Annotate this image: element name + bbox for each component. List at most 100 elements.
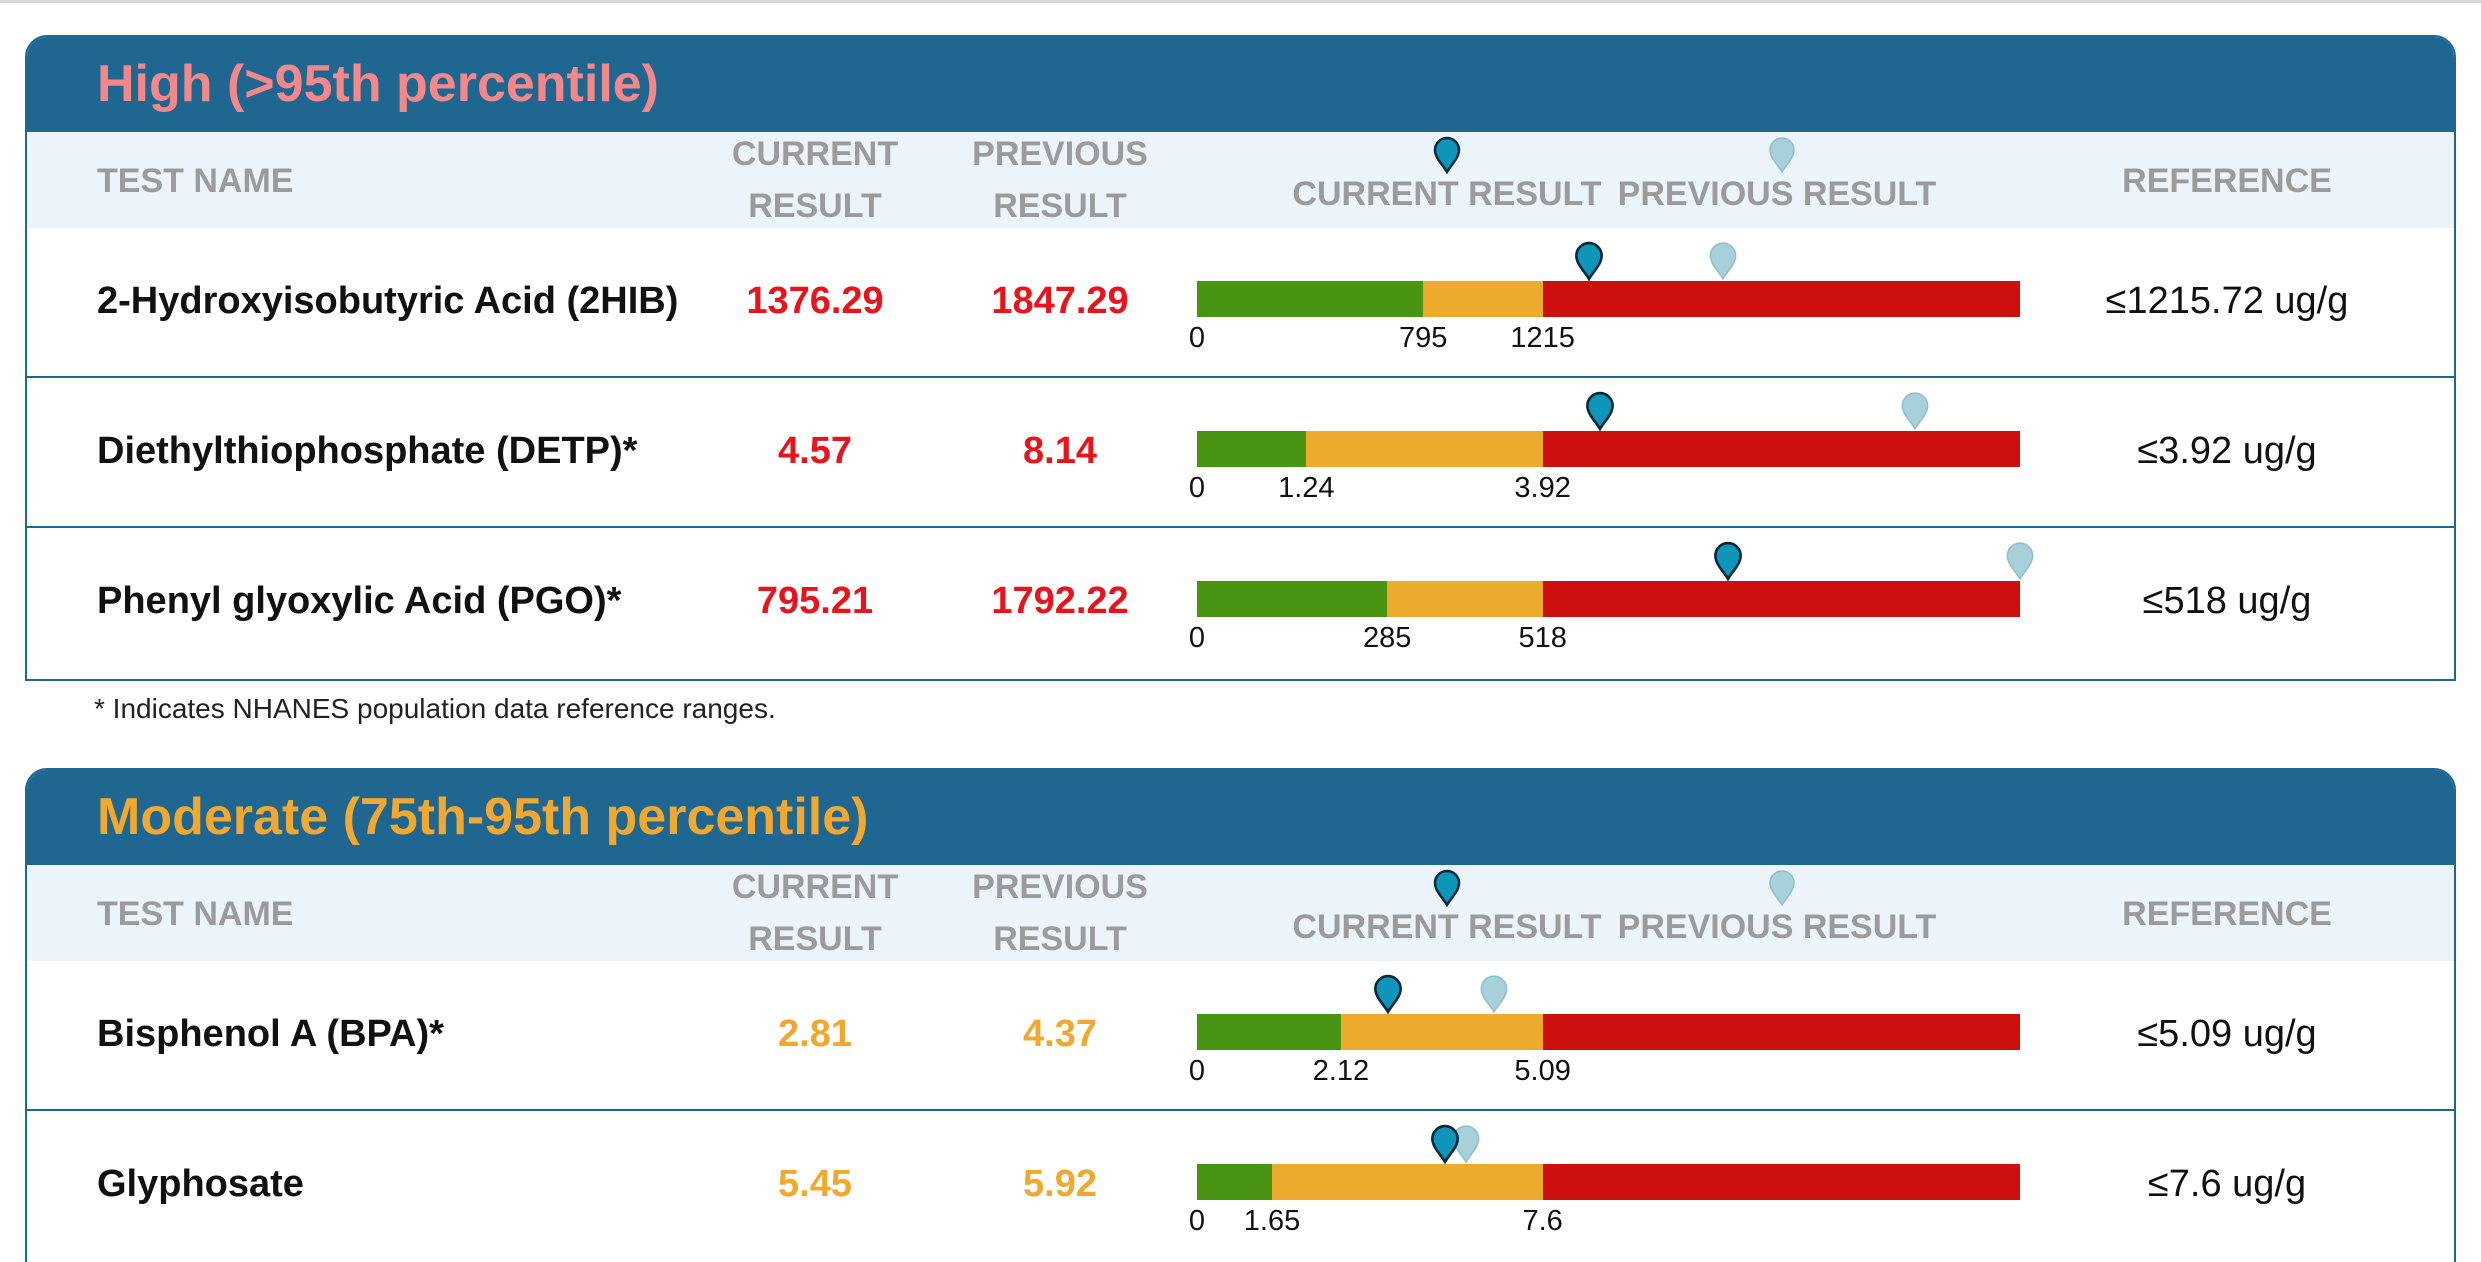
range-bar-high-zone bbox=[1542, 281, 2020, 317]
current-result-value: 4.57 bbox=[778, 430, 852, 472]
previous-result-marker-icon bbox=[1709, 242, 1736, 281]
test-name: Diethylthiophosphate (DETP)* bbox=[97, 430, 638, 472]
previous-result-marker-icon bbox=[1769, 870, 1795, 907]
range-tick-label: 1.65 bbox=[1243, 1205, 1301, 1237]
header-reference: REFERENCE bbox=[2122, 895, 2332, 933]
high-section-panel: High (>95th percentile) TEST NAME CURREN… bbox=[25, 35, 2456, 681]
previous-result-value: 5.92 bbox=[1023, 1163, 1097, 1205]
range-tick-label: 0 bbox=[1188, 472, 1206, 504]
moderate-section-panel: Moderate (75th-95th percentile) TEST NAM… bbox=[25, 768, 2456, 1262]
previous-result-marker-icon bbox=[1480, 975, 1508, 1014]
result-range-bar bbox=[1197, 1164, 2020, 1200]
range-bar-high-zone bbox=[1542, 431, 2020, 467]
column-header-row: TEST NAME CURRENT RESULT PREVIOUS RESULT… bbox=[27, 865, 2454, 961]
range-bar-moderate-zone bbox=[1272, 1164, 1543, 1200]
range-tick-label: 2.12 bbox=[1312, 1055, 1370, 1087]
high-rows: 2-Hydroxyisobutyric Acid (2HIB) 1376.29 18… bbox=[27, 228, 2454, 678]
range-bar-high-zone bbox=[1542, 1164, 2020, 1200]
range-tick-label: 5.09 bbox=[1514, 1055, 1571, 1087]
test-name: Bisphenol A (BPA)* bbox=[97, 1013, 444, 1055]
previous-result-marker-icon bbox=[1901, 392, 1929, 431]
range-bar-normal-zone bbox=[1197, 431, 1307, 467]
previous-result-value: 1792.22 bbox=[991, 580, 1129, 622]
range-bar-normal-zone bbox=[1197, 581, 1388, 617]
header-test-name: TEST NAME bbox=[97, 162, 294, 200]
range-tick-label: 518 bbox=[1518, 622, 1567, 654]
range-bar-high-zone bbox=[1542, 1014, 2020, 1050]
current-result-marker-icon bbox=[1433, 136, 1461, 174]
header-test-name: TEST NAME bbox=[97, 895, 294, 933]
range-tick-label: 0 bbox=[1188, 1205, 1206, 1237]
column-header-row: TEST NAME CURRENT RESULT PREVIOUS RESULT… bbox=[27, 132, 2454, 228]
current-result-marker-icon bbox=[1430, 1124, 1459, 1164]
top-divider bbox=[0, 0, 2481, 3]
current-result-marker-icon bbox=[1713, 541, 1742, 581]
range-bar-normal-zone bbox=[1197, 1014, 1341, 1050]
range-tick-label: 0 bbox=[1188, 622, 1206, 654]
current-result-marker-icon bbox=[1586, 391, 1614, 431]
reference-value: ≤518 ug/g bbox=[2142, 580, 2312, 622]
header-previous-line1: PREVIOUS bbox=[972, 135, 1148, 173]
legend-current-result: CURRENT RESULT bbox=[1292, 175, 1602, 213]
header-current-result: CURRENT RESULT bbox=[695, 128, 935, 232]
result-range-bar bbox=[1197, 281, 2020, 317]
header-current-line2: RESULT bbox=[748, 187, 882, 225]
legend-current-result: CURRENT RESULT bbox=[1292, 908, 1602, 946]
header-previous-line1: PREVIOUS bbox=[972, 868, 1148, 906]
result-range-bar bbox=[1197, 581, 2020, 617]
header-current-line1: CURRENT bbox=[731, 868, 899, 906]
previous-result-value: 8.14 bbox=[1023, 430, 1097, 472]
previous-result-value: 1847.29 bbox=[991, 280, 1129, 322]
range-tick-label: 0 bbox=[1188, 322, 1206, 354]
range-bar-moderate-zone bbox=[1340, 1014, 1543, 1050]
current-result-value: 1376.29 bbox=[746, 280, 884, 322]
header-current-result: CURRENT RESULT bbox=[695, 861, 935, 965]
section-title-high: High (>95th percentile) bbox=[27, 37, 2454, 132]
result-range-bar bbox=[1197, 1014, 2020, 1050]
range-tick-label: 7.6 bbox=[1522, 1205, 1563, 1237]
table-row: Diethylthiophosphate (DETP)* 4.57 8.14 0 1.2… bbox=[27, 378, 2454, 528]
range-bar-normal-zone bbox=[1197, 1164, 1273, 1200]
table-row: 2-Hydroxyisobutyric Acid (2HIB) 1376.29 18… bbox=[27, 228, 2454, 378]
previous-result-value: 4.37 bbox=[1023, 1013, 1097, 1055]
range-bar-normal-zone bbox=[1197, 281, 1424, 317]
reference-value: ≤5.09 ug/g bbox=[2137, 1013, 2317, 1055]
previous-result-marker-icon bbox=[2006, 542, 2034, 581]
previous-result-marker-icon bbox=[1452, 1125, 1480, 1164]
range-tick-label: 1.24 bbox=[1278, 472, 1335, 504]
range-bar-moderate-zone bbox=[1423, 281, 1543, 317]
range-bar-moderate-zone bbox=[1387, 581, 1543, 617]
range-tick-label: 3.92 bbox=[1514, 472, 1571, 504]
moderate-rows: Bisphenol A (BPA)* 2.81 4.37 0 2.12 5.09 ≤5.09… bbox=[27, 961, 2454, 1261]
range-tick-label: 1215 bbox=[1510, 322, 1575, 354]
section-title-moderate: Moderate (75th-95th percentile) bbox=[27, 770, 2454, 865]
current-result-marker-icon bbox=[1574, 241, 1603, 281]
range-bar-high-zone bbox=[1542, 581, 2020, 617]
range-tick-label: 0 bbox=[1188, 1055, 1206, 1087]
current-result-value: 2.81 bbox=[778, 1013, 852, 1055]
reference-value: ≤3.92 ug/g bbox=[2137, 430, 2317, 472]
table-row: Phenyl glyoxylic Acid (PGO)* 795.21 1792.2… bbox=[27, 528, 2454, 678]
header-previous-result: PREVIOUS RESULT bbox=[940, 861, 1180, 965]
reference-value: ≤7.6 ug/g bbox=[2147, 1163, 2307, 1205]
legend-previous-result: PREVIOUS RESULT bbox=[1617, 908, 1937, 946]
table-row: Glyphosate 5.45 5.92 0 1.65 7.6 ≤7.6 ug/g bbox=[27, 1111, 2454, 1261]
header-previous-line2: RESULT bbox=[993, 187, 1127, 225]
header-previous-line2: RESULT bbox=[993, 920, 1127, 958]
current-result-value: 5.45 bbox=[778, 1163, 852, 1205]
legend-previous-result: PREVIOUS RESULT bbox=[1617, 175, 1937, 213]
current-result-value: 795.21 bbox=[756, 580, 874, 622]
previous-result-marker-icon bbox=[1769, 137, 1795, 174]
current-result-marker-icon bbox=[1433, 869, 1461, 907]
header-current-line2: RESULT bbox=[748, 920, 882, 958]
range-tick-label: 795 bbox=[1398, 322, 1448, 354]
test-name: Glyphosate bbox=[97, 1163, 304, 1205]
current-result-marker-icon bbox=[1373, 974, 1402, 1014]
test-name: 2-Hydroxyisobutyric Acid (2HIB) bbox=[97, 280, 679, 322]
reference-value: ≤1215.72 ug/g bbox=[2105, 280, 2349, 322]
test-name: Phenyl glyoxylic Acid (PGO)* bbox=[97, 580, 622, 622]
range-bar-moderate-zone bbox=[1306, 431, 1543, 467]
footnote: * Indicates NHANES population data refer… bbox=[94, 693, 776, 724]
header-current-line1: CURRENT bbox=[731, 135, 899, 173]
table-row: Bisphenol A (BPA)* 2.81 4.37 0 2.12 5.09 ≤5.09… bbox=[27, 961, 2454, 1111]
